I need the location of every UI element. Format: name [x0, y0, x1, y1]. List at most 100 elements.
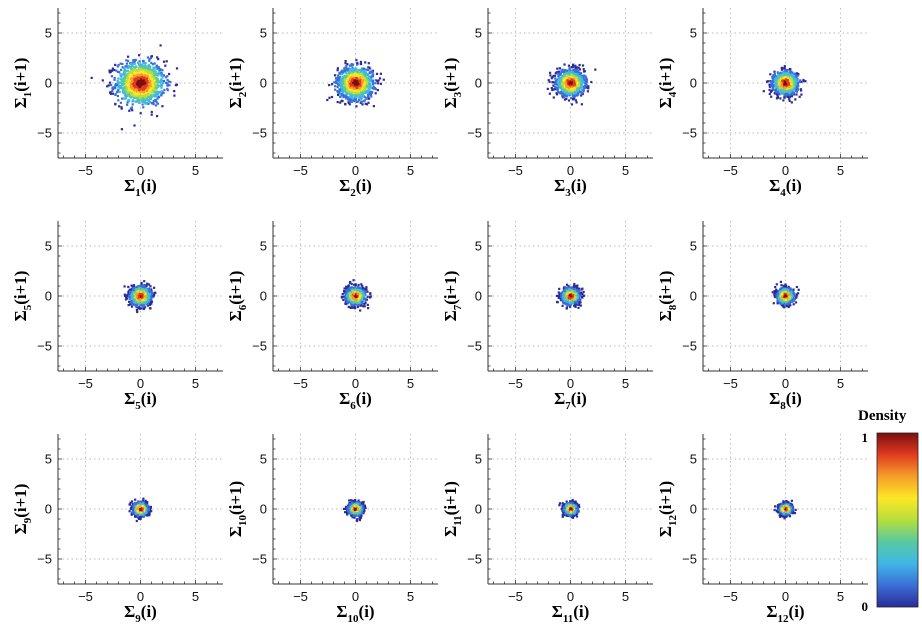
data-point — [348, 83, 351, 86]
data-point — [336, 86, 339, 89]
data-point — [126, 101, 129, 104]
data-point — [571, 90, 574, 93]
data-point — [347, 92, 350, 95]
data-point — [782, 71, 785, 74]
data-point — [127, 55, 130, 58]
y-tick-label: 5 — [690, 26, 697, 41]
data-point — [112, 88, 115, 91]
data-point — [363, 72, 366, 75]
data-point — [163, 88, 166, 91]
data-point — [118, 71, 121, 74]
data-point — [349, 90, 352, 93]
data-point — [144, 70, 147, 73]
data-point — [768, 85, 771, 88]
data-point — [109, 81, 112, 84]
data-point — [151, 77, 154, 80]
data-point — [798, 81, 801, 84]
data-point — [362, 82, 365, 85]
data-point — [123, 79, 126, 82]
data-point — [552, 74, 555, 78]
data-point — [141, 60, 145, 63]
data-point — [339, 101, 342, 104]
data-point — [154, 72, 158, 76]
data-point — [168, 72, 171, 76]
data-point — [374, 79, 377, 82]
data-point — [141, 68, 144, 71]
data-point — [572, 68, 575, 72]
data-point — [378, 77, 382, 80]
data-point — [793, 76, 796, 79]
data-point — [158, 72, 161, 75]
data-point — [156, 77, 159, 81]
data-point — [123, 76, 126, 80]
data-point — [154, 99, 158, 102]
data-point — [116, 65, 119, 68]
data-point — [789, 71, 792, 74]
data-point — [341, 73, 344, 76]
data-point — [160, 79, 163, 82]
data-point — [348, 103, 351, 106]
data-point — [138, 74, 142, 77]
data-point — [137, 285, 140, 288]
data-point — [361, 81, 364, 84]
data-point — [164, 64, 167, 67]
data-point — [159, 91, 162, 94]
data-point — [375, 72, 379, 75]
data-point — [576, 77, 580, 80]
data-point — [577, 75, 580, 78]
data-point — [762, 90, 765, 93]
data-point — [554, 83, 557, 86]
data-point — [577, 81, 580, 84]
data-point — [116, 70, 120, 73]
y-tick-label: 0 — [260, 76, 267, 91]
data-point — [140, 76, 143, 79]
data-point — [149, 71, 152, 74]
data-point — [153, 88, 156, 91]
data-point — [359, 79, 362, 82]
data-point — [793, 78, 796, 81]
data-point — [568, 82, 571, 85]
data-point — [136, 92, 139, 95]
data-point — [360, 76, 364, 79]
data-point — [125, 95, 128, 98]
data-point — [345, 97, 348, 100]
data-point — [151, 63, 154, 66]
data-point — [353, 89, 356, 93]
data-point — [166, 82, 169, 85]
data-point — [344, 84, 347, 87]
data-point — [796, 85, 799, 89]
data-point — [352, 78, 355, 81]
data-point — [129, 72, 132, 75]
data-point — [788, 89, 791, 92]
data-point — [350, 69, 354, 72]
data-point — [365, 83, 369, 86]
data-point — [144, 62, 147, 65]
data-point — [117, 99, 120, 102]
data-point — [338, 72, 341, 75]
data-point — [144, 93, 147, 97]
data-point — [352, 68, 355, 71]
data-point — [111, 67, 114, 70]
data-point — [789, 79, 792, 82]
data-point — [578, 63, 581, 67]
data-point — [552, 96, 555, 99]
data-point — [359, 74, 362, 77]
data-point — [131, 92, 134, 95]
data-point — [144, 64, 147, 67]
data-point — [161, 105, 164, 108]
data-point — [771, 79, 774, 82]
data-point — [130, 77, 133, 80]
data-point — [148, 75, 151, 78]
data-point — [379, 72, 382, 75]
data-point — [768, 88, 771, 91]
data-point — [130, 305, 134, 308]
data-point — [560, 69, 563, 72]
data-point — [162, 91, 165, 94]
data-point — [144, 74, 147, 77]
data-point — [107, 84, 110, 87]
data-point — [127, 66, 130, 69]
data-point — [364, 61, 367, 64]
data-point — [150, 61, 153, 65]
data-point — [362, 90, 365, 93]
